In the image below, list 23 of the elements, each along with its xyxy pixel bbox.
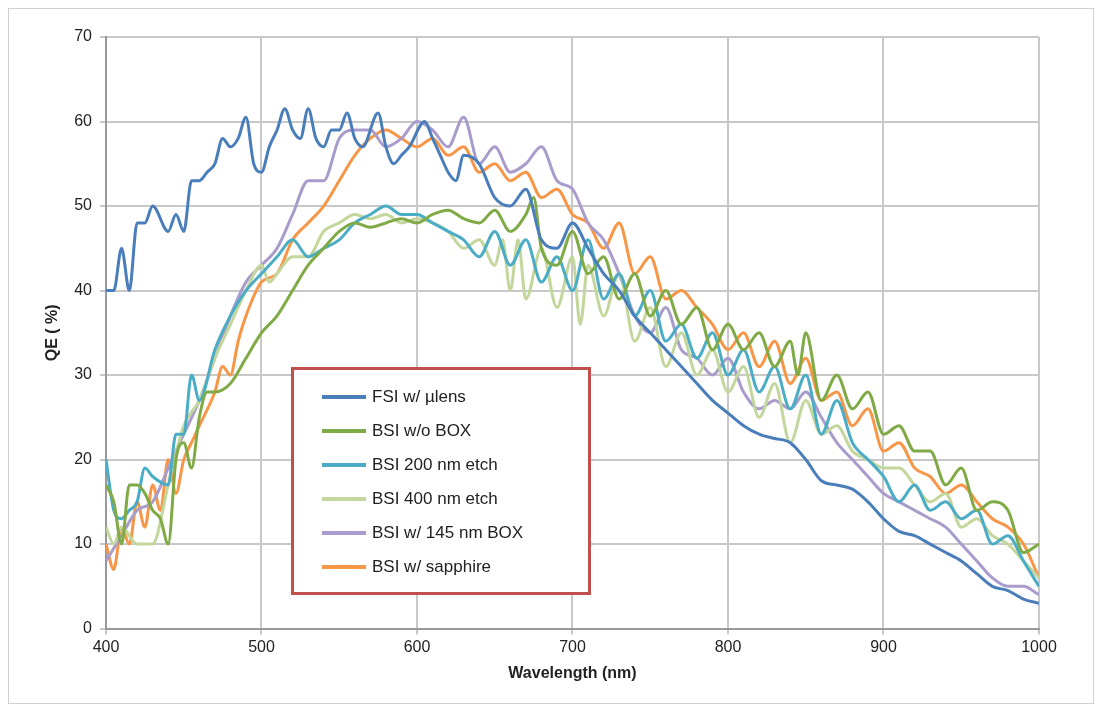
x-tick-label: 500 <box>248 637 275 655</box>
x-tick-label: 800 <box>714 637 742 655</box>
legend-label: BSI w/o BOX <box>372 421 472 441</box>
y-tick-label: 70 <box>74 27 93 45</box>
x-tick-label: 400 <box>92 637 120 655</box>
legend-label: BSI 200 nm etch <box>372 455 498 475</box>
y-tick-label: 60 <box>74 111 93 129</box>
x-tick-label: 700 <box>559 637 586 655</box>
y-tick-label: 20 <box>74 449 93 467</box>
legend-label: BSI 400 nm etch <box>372 489 498 509</box>
legend-label: BSI w/ sapphire <box>372 557 492 577</box>
y-tick-label: 50 <box>74 196 93 214</box>
x-tick-label: 1000 <box>1021 637 1057 655</box>
legend-label: BSI w/ 145 nm BOX <box>372 523 524 543</box>
x-axis-title: Wavelength (nm) <box>508 663 637 681</box>
x-tick-label: 900 <box>870 637 897 655</box>
y-tick-label: 0 <box>83 619 93 637</box>
y-tick-label: 40 <box>74 280 93 298</box>
y-axis-title: QE ( %) <box>43 304 61 362</box>
y-tick-label: 10 <box>74 534 93 552</box>
legend-label: FSI w/ µlens <box>372 387 466 407</box>
x-tick-label: 600 <box>403 637 431 655</box>
y-tick-label: 30 <box>74 365 93 383</box>
